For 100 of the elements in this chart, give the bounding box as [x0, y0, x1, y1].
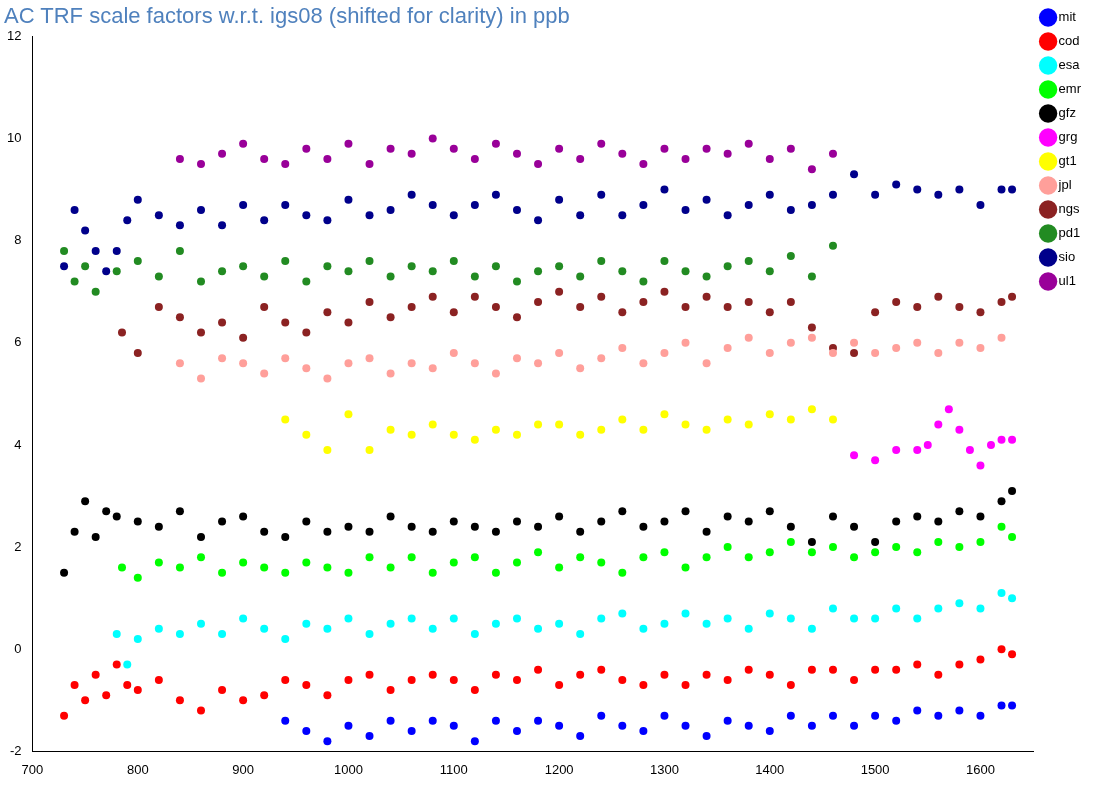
point [281, 354, 290, 363]
point [850, 675, 859, 684]
point [934, 711, 943, 720]
point [807, 323, 816, 332]
point [892, 297, 901, 306]
point [60, 568, 69, 577]
point [512, 430, 521, 439]
point [154, 303, 163, 312]
point [281, 532, 290, 541]
point [1008, 435, 1017, 444]
point [428, 200, 437, 209]
point [112, 267, 121, 276]
point [470, 272, 479, 281]
point [407, 430, 416, 439]
point [260, 563, 269, 572]
point [323, 737, 332, 746]
point [976, 200, 985, 209]
point [618, 675, 627, 684]
x-tick-label: 1400 [755, 761, 785, 777]
point [850, 349, 859, 358]
point [81, 262, 90, 271]
point [828, 604, 837, 613]
point [281, 415, 290, 424]
point [871, 665, 880, 674]
point [786, 338, 795, 347]
point [702, 425, 711, 434]
point [534, 160, 543, 169]
point [154, 211, 163, 220]
point [576, 553, 585, 562]
point [302, 726, 311, 735]
point [323, 527, 332, 536]
point [60, 262, 69, 271]
point [681, 303, 690, 312]
point [955, 185, 964, 194]
point [102, 267, 111, 276]
point [344, 522, 353, 531]
point [470, 737, 479, 746]
legend-label: emr [1058, 81, 1082, 97]
point [639, 425, 648, 434]
point [744, 297, 753, 306]
point [470, 292, 479, 301]
point [765, 507, 774, 516]
point [660, 517, 669, 526]
point [365, 527, 374, 536]
point [239, 139, 248, 148]
point [934, 670, 943, 679]
point [828, 415, 837, 424]
point [976, 343, 985, 352]
point [428, 134, 437, 143]
point [302, 328, 311, 337]
x-tick-label: 1000 [333, 761, 363, 777]
point [597, 190, 606, 199]
point [218, 686, 227, 695]
point [239, 262, 248, 271]
point [639, 359, 648, 368]
point [723, 211, 732, 220]
point [449, 349, 458, 358]
point [807, 165, 816, 174]
point [281, 675, 290, 684]
point [133, 257, 142, 266]
point [407, 675, 416, 684]
point [344, 359, 353, 368]
point [723, 262, 732, 271]
point [323, 624, 332, 633]
point [681, 609, 690, 618]
y-tick-label: 0 [14, 640, 22, 656]
point [871, 614, 880, 623]
point [1008, 532, 1017, 541]
point [850, 614, 859, 623]
x-tick-label: 1200 [544, 761, 574, 777]
y-tick-label: -2 [9, 742, 22, 758]
x-tick-label: 700 [21, 761, 44, 777]
point [491, 369, 500, 378]
point [449, 211, 458, 220]
point [997, 645, 1006, 654]
point [597, 292, 606, 301]
point [407, 614, 416, 623]
point [681, 507, 690, 516]
point [913, 660, 922, 669]
point [407, 303, 416, 312]
point [828, 543, 837, 552]
point [828, 711, 837, 720]
point [175, 246, 184, 255]
point [196, 277, 205, 286]
point [892, 180, 901, 189]
point [618, 507, 627, 516]
point [470, 522, 479, 531]
point [955, 660, 964, 669]
point [618, 308, 627, 317]
point [744, 553, 753, 562]
point [239, 614, 248, 623]
point [913, 706, 922, 715]
point [470, 435, 479, 444]
legend-label: ngs [1058, 201, 1081, 217]
point [344, 410, 353, 419]
point [428, 716, 437, 725]
point [702, 732, 711, 741]
point [407, 726, 416, 735]
point [828, 190, 837, 199]
point [913, 548, 922, 557]
